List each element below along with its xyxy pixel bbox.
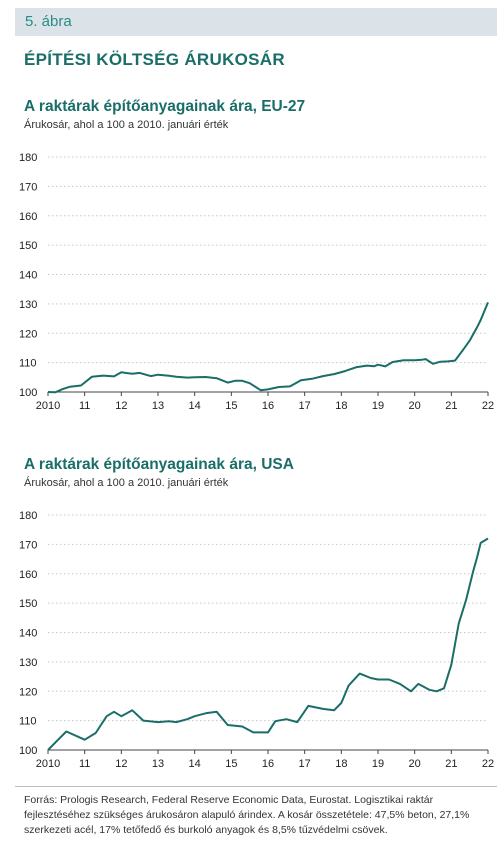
chart-subtitle-usa: Árukosár, ahol a 100 a 2010. januári ért… <box>24 477 229 489</box>
chart-title-usa: A raktárak építőanyagainak ára, USA <box>24 456 294 473</box>
usa-y-tick-label: 110 <box>19 716 37 728</box>
usa-x-tick-label: 12 <box>115 758 127 770</box>
source-note: Forrás: Prologis Research, Federal Reser… <box>24 794 470 836</box>
usa-y-tick-label: 120 <box>19 686 37 698</box>
usa-x-tick-label: 21 <box>445 758 457 770</box>
eu-y-tick-label: 100 <box>19 387 37 399</box>
eu-y-tick-label: 140 <box>19 270 37 282</box>
eu-y-tick-label: 160 <box>19 211 37 223</box>
chart-eu: 100 110 120 130 140 150 160 170 180 2010 11 12 13 14 1… <box>19 152 494 412</box>
usa-y-tick-label: 150 <box>19 598 37 610</box>
usa-x-tick-label: 17 <box>299 758 311 770</box>
usa-series-line <box>47 537 489 751</box>
usa-x-tick-label: 14 <box>189 758 201 770</box>
usa-x-tick-label: 16 <box>262 758 274 770</box>
usa-x-tick-label: 19 <box>372 758 384 770</box>
usa-x-tick-label: 18 <box>335 758 347 770</box>
eu-x-tick-label: 14 <box>189 400 201 412</box>
eu-x-tick-label: 21 <box>445 400 457 412</box>
eu-x-tick-label: 12 <box>115 400 127 412</box>
usa-y-tick-label: 180 <box>19 510 37 522</box>
usa-y-tick-label: 170 <box>19 539 37 551</box>
usa-y-tick-label: 160 <box>19 569 37 581</box>
eu-x-tick-label: 19 <box>372 400 384 412</box>
usa-x-tick-label: 20 <box>409 758 421 770</box>
eu-x-tick-label: 17 <box>299 400 311 412</box>
eu-x-tick-label: 13 <box>152 400 164 412</box>
main-title: ÉPÍTÉSI KÖLTSÉG ÁRUKOSÁR <box>24 50 285 69</box>
chart-usa: 100 110 120 130 140 150 160 170 180 2010 11 12 13 14 1… <box>19 510 494 770</box>
usa-x-tick-label: 11 <box>79 758 90 770</box>
eu-x-tick-label: 2010 <box>36 400 60 412</box>
eu-y-tick-label: 150 <box>19 240 37 252</box>
chart-subtitle-eu: Árukosár, ahol a 100 a 2010. januári ért… <box>24 119 229 131</box>
usa-y-tick-label: 100 <box>19 745 37 757</box>
eu-x-tick-label: 18 <box>335 400 347 412</box>
figure-label: 5. ábra <box>25 13 72 30</box>
figure-label-bar: 5. ábra <box>15 8 497 36</box>
eu-y-tick-label: 110 <box>19 358 37 370</box>
eu-x-tick-label: 22 <box>482 400 494 412</box>
eu-y-tick-label: 180 <box>19 152 37 164</box>
usa-y-tick-label: 140 <box>19 628 37 640</box>
eu-series-line <box>47 302 489 394</box>
usa-y-tick-label: 130 <box>19 657 37 669</box>
divider <box>15 786 497 787</box>
usa-x-tick-label: 13 <box>152 758 164 770</box>
usa-x-tick-label: 2010 <box>36 758 60 770</box>
eu-y-tick-label: 120 <box>19 328 37 340</box>
eu-x-tick-label: 20 <box>409 400 421 412</box>
chart-title-eu: A raktárak építőanyagainak ára, EU-27 <box>24 98 306 115</box>
eu-y-tick-label: 130 <box>19 299 37 311</box>
usa-x-tick-label: 22 <box>482 758 494 770</box>
eu-x-tick-label: 11 <box>79 400 90 412</box>
eu-y-tick-label: 170 <box>19 181 37 193</box>
usa-x-tick-label: 15 <box>225 758 237 770</box>
eu-x-tick-label: 15 <box>225 400 237 412</box>
eu-x-tick-label: 16 <box>262 400 274 412</box>
